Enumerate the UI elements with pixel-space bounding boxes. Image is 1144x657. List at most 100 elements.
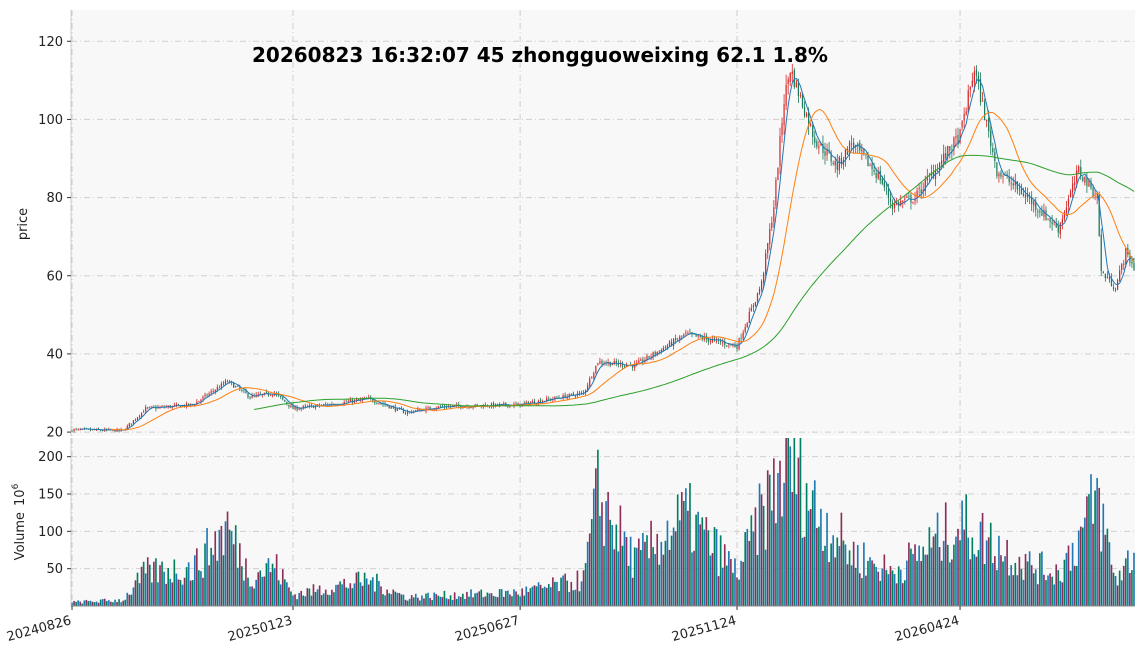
x-tick-label-1: 20250123 [226, 613, 294, 645]
volume-bar [296, 599, 298, 606]
volume-bar [423, 598, 425, 606]
volume-bar [744, 532, 747, 606]
candle-body [738, 338, 740, 350]
volume-bar [977, 550, 980, 606]
volume-bar [848, 550, 851, 606]
volume-bar [932, 536, 935, 606]
volume-bar [148, 564, 151, 606]
candle-body [1094, 196, 1096, 198]
volume-bar [155, 558, 157, 606]
volume-bar [183, 577, 186, 606]
volume-bar [717, 576, 720, 606]
volume-bar [243, 580, 245, 606]
volume-bar [210, 547, 212, 606]
volume-bar [611, 524, 614, 606]
candle-body [861, 149, 863, 152]
volume-bar [750, 515, 753, 606]
volume-bar [793, 438, 796, 606]
volume-bar [398, 592, 401, 606]
volume-bar [341, 584, 343, 606]
volume-bar [1061, 582, 1064, 606]
candle-body [695, 333, 697, 337]
volume-bar [965, 494, 968, 606]
volume-bar [349, 583, 352, 606]
candle-body [1098, 194, 1100, 237]
volume-bar [652, 547, 654, 606]
volume-bar [951, 559, 953, 606]
volume-bar [234, 525, 237, 606]
candle-body [1039, 210, 1041, 213]
candle-body [593, 373, 595, 378]
volume-bar [95, 601, 98, 606]
candle-body [973, 71, 975, 83]
volume-bar [310, 595, 313, 606]
volume-bar [564, 573, 566, 606]
candle-body [226, 381, 229, 383]
volume-bar [836, 537, 839, 606]
candle-body [648, 355, 650, 358]
candle-body [752, 305, 755, 308]
candle-body [419, 409, 421, 412]
candle-body [128, 423, 130, 427]
volume-bar [967, 537, 970, 606]
volume-bar [736, 577, 738, 606]
volume-bar [680, 492, 683, 606]
volume-bar [480, 589, 483, 606]
volume-bar [973, 554, 976, 606]
candle-body [793, 70, 795, 88]
volume-bar [979, 521, 982, 606]
volume-bar [781, 516, 783, 606]
volume-bar [494, 596, 497, 606]
volume-bar [1102, 503, 1105, 606]
candle-body [574, 395, 576, 397]
candle-body [709, 340, 712, 343]
price-y-ticks: 20 40 60 80 100 120 [38, 35, 71, 441]
x-tick-label-4: 20260424 [893, 613, 961, 645]
volume-bar [1122, 565, 1125, 606]
candle-body [570, 393, 572, 395]
volume-bar [631, 577, 634, 606]
candle-body [390, 406, 392, 409]
volume-bar [707, 530, 710, 606]
volume-bar [580, 581, 583, 606]
volume-bar [89, 600, 92, 606]
price-y-tick-label-1: 40 [46, 347, 63, 362]
volume-bar [355, 572, 358, 606]
volume-bar [543, 586, 546, 606]
candle-body [981, 100, 984, 102]
candle-body [286, 401, 288, 404]
volume-bar [464, 598, 466, 606]
candle-body [149, 406, 151, 408]
volume-bar [723, 544, 726, 606]
candle-body [488, 406, 491, 408]
volume-bar [337, 584, 339, 606]
volume-bar [419, 600, 421, 606]
candle-body [284, 399, 286, 402]
candle-body [1092, 188, 1094, 197]
candle-body [257, 394, 259, 396]
candle-body [744, 327, 746, 332]
volume-bar [660, 541, 663, 606]
volume-bar [486, 592, 489, 606]
volume-bar [1034, 569, 1037, 606]
volume-bar [425, 593, 427, 606]
candle-body [867, 154, 869, 167]
candle-body [850, 143, 853, 145]
volume-bar [110, 601, 112, 606]
volume-bar [292, 595, 294, 606]
volume-bar [832, 535, 835, 606]
volume-bar [901, 583, 904, 606]
candle-body [877, 172, 879, 179]
volume-bar [658, 564, 661, 606]
volume-bar [132, 587, 135, 606]
volume-bar [607, 491, 609, 606]
candle-body [394, 406, 396, 411]
volume-bar [807, 510, 810, 606]
candle-body [1086, 177, 1088, 187]
candle-body [595, 365, 597, 373]
volume-bar [850, 565, 853, 606]
volume-bar [335, 584, 337, 606]
candle-body [924, 179, 926, 191]
candle-body [439, 406, 441, 408]
candle-body [1051, 221, 1053, 225]
